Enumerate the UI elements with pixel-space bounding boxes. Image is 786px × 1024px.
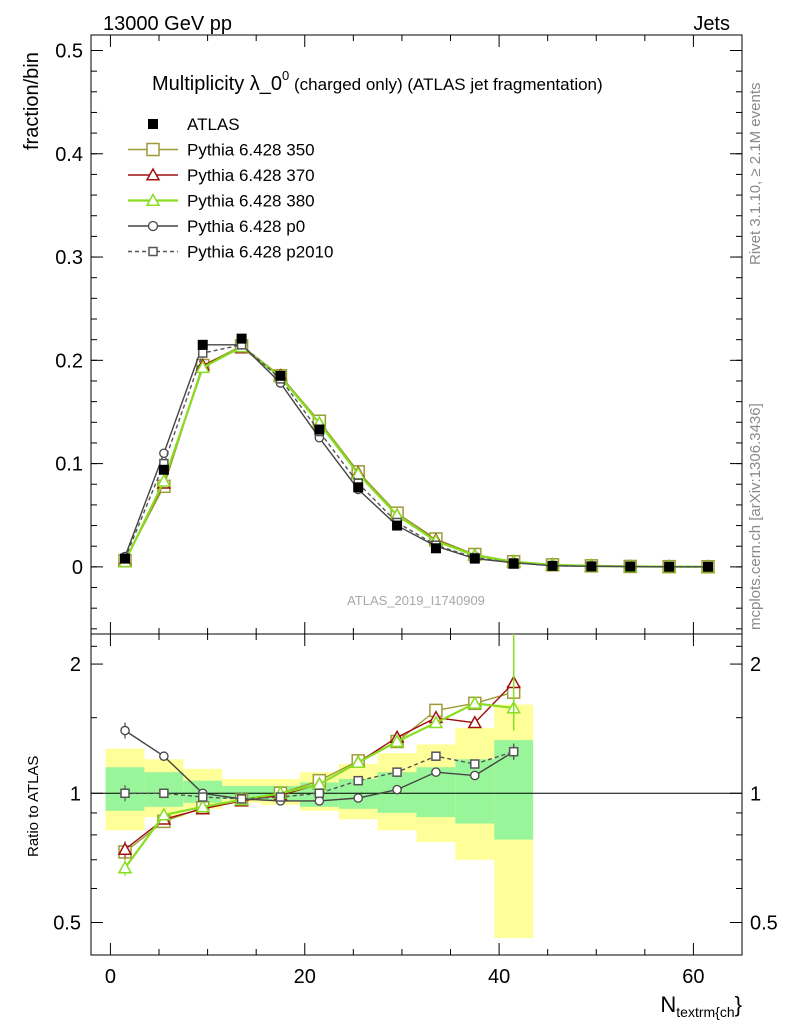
ratio-line-5	[125, 751, 514, 800]
ratio-point-5	[470, 759, 480, 769]
ratio-point-5	[197, 792, 208, 802]
series-line-4	[124, 344, 708, 568]
data-point-0	[314, 424, 325, 435]
legend-label: Pythia 6.428 p2010	[187, 243, 334, 262]
x-tick-label: 60	[682, 966, 704, 988]
ratio-y-tick-label-right: 0.5	[750, 912, 778, 934]
legend-marker	[145, 167, 161, 181]
ratio-point-4	[431, 767, 441, 777]
ratio-y-tick-label: 0.5	[53, 912, 81, 934]
data-point-0	[469, 553, 480, 564]
legend-marker	[146, 142, 160, 157]
x-axis-label-close: }	[735, 992, 742, 1017]
legend-marker	[147, 220, 159, 232]
ratio-point-3	[195, 799, 211, 813]
x-axis-label-sub: textrm{ch	[676, 1004, 734, 1020]
ratio-point-5	[159, 788, 169, 799]
data-point-0	[120, 553, 131, 564]
ratio-point-5	[314, 788, 325, 799]
data-point-3	[195, 360, 211, 374]
data-point-0	[197, 339, 208, 350]
data-point-0	[625, 561, 636, 572]
ratio-y-tick-label: 1	[70, 783, 81, 805]
plot-title: Multiplicity λ_00 (charged only) (ATLAS …	[152, 68, 603, 95]
ratio-point-5	[431, 751, 441, 761]
legend-label: Pythia 6.428 350	[187, 141, 315, 160]
ratio-y-tick-label-right: 1	[750, 783, 761, 805]
ratio-point-4	[353, 793, 363, 803]
data-point-0	[275, 370, 286, 381]
legend-marker	[145, 192, 161, 207]
ratio-point-3	[117, 860, 133, 874]
x-tick-label: 40	[488, 966, 510, 988]
series-line-5	[124, 344, 708, 568]
data-point-0	[353, 482, 364, 493]
ratio-y-tick-label: 2	[70, 654, 81, 676]
data-point-0	[586, 561, 597, 572]
plot-title-main: Multiplicity λ_0	[152, 73, 282, 95]
data-point-0	[392, 520, 403, 531]
ratio-point-5	[236, 794, 247, 804]
plot-title-sup: 0	[282, 68, 289, 83]
x-tick-label: 20	[294, 966, 316, 988]
ratio-point-3	[428, 715, 444, 729]
legend-label: ATLAS	[187, 115, 240, 134]
data-point-0	[508, 558, 519, 569]
legend-marker	[148, 119, 158, 129]
data-point-5	[197, 348, 208, 358]
data-point-0	[664, 561, 675, 572]
header-left-label: 13000 GeV pp	[103, 13, 232, 35]
y-tick-label: 0.5	[55, 40, 83, 62]
side-label-rivet: Rivet 3.1.10, ≥ 2.1M events	[747, 83, 764, 266]
data-point-3	[156, 473, 172, 487]
data-point-0	[430, 543, 441, 554]
header-right-label: Jets	[693, 13, 730, 35]
legend-marker	[148, 246, 158, 257]
ratio-y-axis-label: Ratio to ATLAS	[25, 756, 42, 857]
ratio-point-5	[508, 746, 519, 757]
legend-label: Pythia 6.428 p0	[187, 217, 305, 236]
legend-label: Pythia 6.428 370	[187, 166, 315, 185]
y-tick-label: 0.2	[55, 350, 83, 372]
x-axis-label-main: N	[660, 992, 676, 1017]
legend-label: Pythia 6.428 380	[187, 192, 315, 211]
ratio-point-2	[117, 841, 133, 855]
ratio-point-3	[156, 807, 172, 821]
ratio-plot-frame	[90, 633, 743, 956]
analysis-watermark: ATLAS_2019_I1740909	[347, 593, 485, 608]
ratio-y-tick-label-right: 2	[750, 654, 761, 676]
ratio-point-3	[350, 754, 366, 768]
ratio-point-3	[389, 733, 405, 748]
ratio-point-5	[392, 767, 402, 777]
data-point-0	[158, 464, 169, 475]
ratio-point-5	[120, 788, 130, 799]
ratio-point-5	[353, 775, 363, 786]
side-label-mcplots: mcplots.cern.ch [arXiv:1306.3436]	[747, 403, 764, 630]
data-point-0	[236, 333, 247, 344]
ratio-point-3	[467, 695, 483, 709]
main-y-axis-label: fraction/bin	[21, 52, 43, 150]
data-point-0	[702, 561, 713, 572]
y-tick-label: 0.1	[55, 454, 83, 476]
ratio-point-4	[159, 751, 169, 761]
x-tick-label: 0	[105, 966, 116, 988]
y-tick-label: 0.3	[55, 247, 83, 269]
plot-title-rest: (charged only) (ATLAS jet fragmentation)	[289, 75, 602, 94]
data-point-0	[547, 560, 558, 571]
ratio-point-2	[467, 715, 483, 729]
ratio-point-4	[470, 770, 480, 781]
ratio-point-4	[120, 725, 130, 736]
y-tick-label: 0	[72, 557, 83, 579]
ratio-band-inner	[455, 759, 495, 824]
data-point-4	[159, 448, 169, 459]
ratio-point-5	[275, 792, 286, 802]
ratio-point-4	[392, 784, 402, 795]
x-axis-label: Ntextrm{ch}	[660, 992, 742, 1020]
y-tick-label: 0.4	[55, 144, 83, 166]
